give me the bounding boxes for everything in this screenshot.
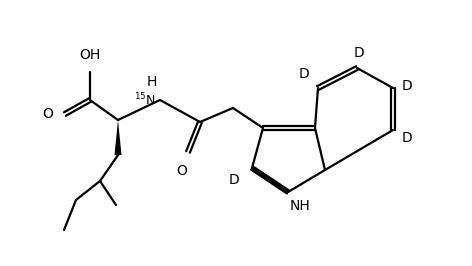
Text: OH: OH — [79, 48, 101, 62]
Text: D: D — [402, 131, 413, 145]
Polygon shape — [115, 120, 121, 155]
Text: H: H — [147, 75, 157, 89]
Text: O: O — [177, 164, 187, 178]
Text: $^{15}$N: $^{15}$N — [134, 92, 156, 108]
Text: NH: NH — [290, 199, 311, 213]
Text: D: D — [354, 46, 364, 60]
Text: D: D — [299, 67, 309, 81]
Text: D: D — [228, 173, 239, 187]
Text: O: O — [42, 107, 53, 121]
Text: D: D — [402, 79, 413, 93]
